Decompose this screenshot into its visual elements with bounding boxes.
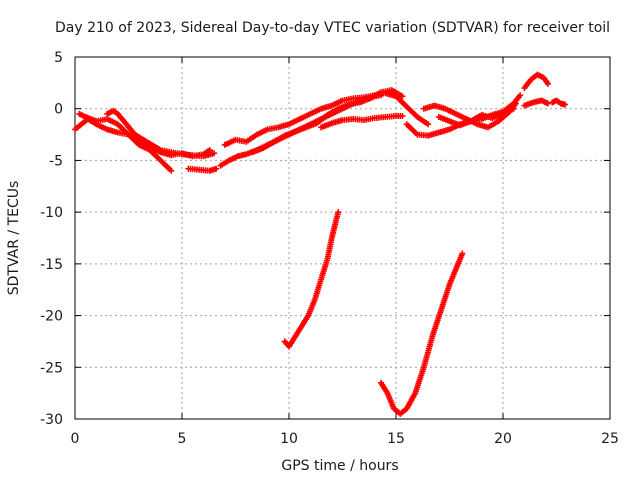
data-point: [425, 121, 432, 128]
y-tick-label: -10: [40, 205, 63, 221]
x-tick-label: 10: [280, 431, 298, 447]
series-early-arc-A: [72, 116, 175, 174]
y-tick-label: -30: [40, 412, 63, 428]
series-early-arc-C: [104, 107, 218, 160]
plot-frame: [74, 56, 611, 420]
y-tick-label: -5: [49, 153, 63, 169]
y-tick-label: 0: [54, 102, 63, 118]
data-point: [562, 101, 569, 108]
data-point: [335, 209, 342, 216]
series-steep-arc-B: [378, 250, 466, 417]
chart-title: Day 210 of 2023, Sidereal Day-to-day VTE…: [55, 20, 610, 36]
y-axis-label: SDTVAR / TECUs: [6, 181, 22, 296]
data-point: [512, 100, 519, 107]
data-point: [544, 100, 551, 107]
y-tick-label: -20: [40, 309, 63, 325]
series-late-arc-A: [521, 71, 551, 92]
x-tick-label: 0: [71, 431, 80, 447]
x-tick-label: 25: [601, 431, 619, 447]
x-axis-label: GPS time / hours: [281, 458, 398, 474]
x-axis: 0 5 10 15 20 25: [71, 57, 619, 447]
y-tick-label: -15: [40, 257, 63, 273]
y-tick-label: -25: [40, 360, 63, 376]
data-point: [211, 150, 218, 157]
y-axis: 5 0 -5 -10 -15 -20 -25 -30: [40, 50, 610, 428]
series-steep-arc-A: [281, 209, 342, 350]
data-point: [168, 167, 175, 174]
series-morning-dip: [185, 165, 220, 174]
y-tick-label: 5: [54, 50, 63, 66]
x-tick-label: 5: [178, 431, 187, 447]
series-late-arc-C: [549, 97, 569, 108]
series-midday-segment: [318, 112, 406, 131]
data-point: [517, 92, 524, 99]
data-point: [544, 80, 551, 87]
data-points: [72, 71, 569, 417]
series-early-arc-B: [76, 110, 213, 160]
data-point: [459, 250, 466, 257]
data-point: [510, 105, 517, 112]
x-tick-label: 15: [387, 431, 405, 447]
series-afternoon-arc-C: [435, 105, 517, 129]
data-point: [213, 165, 220, 172]
series-rise-arc-C: [249, 87, 406, 156]
data-point: [399, 93, 406, 100]
x-tick-label: 20: [494, 431, 512, 447]
series-late-arc-B: [521, 97, 551, 109]
data-point: [399, 112, 406, 119]
